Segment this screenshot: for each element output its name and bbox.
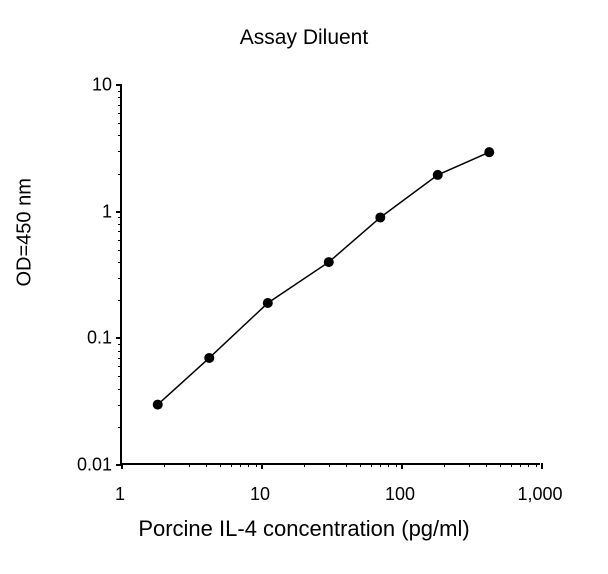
x-tick (121, 463, 123, 469)
data-marker (484, 147, 494, 157)
y-tick-minor (118, 217, 122, 218)
x-tick-minor (189, 463, 190, 467)
x-tick-minor (371, 463, 372, 467)
y-tick-minor (118, 278, 122, 279)
x-tick-minor (536, 463, 537, 467)
x-tick-minor (360, 463, 361, 467)
data-line (158, 152, 490, 404)
y-tick-minor (118, 240, 122, 241)
y-tick-minor (118, 174, 122, 175)
data-marker (263, 298, 273, 308)
y-tick-label: 0.1 (87, 328, 112, 349)
x-tick-minor (486, 463, 487, 467)
y-tick-minor (118, 151, 122, 152)
y-tick-label: 1 (102, 201, 112, 222)
x-tick-minor (511, 463, 512, 467)
y-tick-minor (118, 376, 122, 377)
y-tick-minor (118, 389, 122, 390)
x-tick-minor (304, 463, 305, 467)
y-tick-minor (118, 231, 122, 232)
x-tick-minor (444, 463, 445, 467)
y-tick (116, 337, 122, 339)
data-marker (153, 400, 163, 410)
x-tick-minor (380, 463, 381, 467)
x-tick (261, 463, 263, 469)
x-tick-label: 10 (250, 484, 270, 505)
data-layer (122, 85, 540, 463)
x-tick-label: 1 (115, 484, 125, 505)
x-tick-minor (240, 463, 241, 467)
x-tick-minor (220, 463, 221, 467)
data-marker (375, 212, 385, 222)
x-axis-label: Porcine IL-4 concentration (pg/ml) (0, 516, 608, 542)
x-tick-minor (329, 463, 330, 467)
x-tick-minor (388, 463, 389, 467)
chart-title: Assay Diluent (0, 26, 608, 50)
y-tick-minor (118, 91, 122, 92)
data-marker (433, 170, 443, 180)
x-tick-minor (346, 463, 347, 467)
y-tick-minor (118, 344, 122, 345)
y-tick-minor (118, 113, 122, 114)
x-tick-minor (396, 463, 397, 467)
y-tick-minor (118, 427, 122, 428)
x-tick-minor (469, 463, 470, 467)
y-tick-minor (118, 224, 122, 225)
x-tick-minor (248, 463, 249, 467)
x-tick (401, 463, 403, 469)
x-tick-minor (206, 463, 207, 467)
data-marker (324, 257, 334, 267)
y-tick-minor (118, 366, 122, 367)
y-tick-label: 10 (92, 75, 112, 96)
y-tick-minor (118, 250, 122, 251)
x-tick-minor (256, 463, 257, 467)
x-tick-minor (528, 463, 529, 467)
x-tick-label: 1,000 (517, 484, 562, 505)
x-tick (541, 463, 543, 469)
x-tick-minor (231, 463, 232, 467)
y-tick-minor (118, 300, 122, 301)
y-tick (116, 211, 122, 213)
y-tick-minor (118, 405, 122, 406)
y-tick-minor (118, 358, 122, 359)
x-tick-minor (164, 463, 165, 467)
chart-container: Assay Diluent OD=450 nm Porcine IL-4 con… (0, 0, 608, 574)
y-tick-minor (118, 262, 122, 263)
y-tick-minor (118, 123, 122, 124)
y-axis-label: OD=450 nm (14, 178, 37, 286)
data-marker (204, 353, 214, 363)
y-tick-minor (118, 97, 122, 98)
y-tick-minor (118, 105, 122, 106)
x-tick-minor (500, 463, 501, 467)
plot-area (120, 85, 540, 465)
x-tick-label: 100 (385, 484, 415, 505)
y-tick-minor (118, 351, 122, 352)
y-tick-minor (118, 135, 122, 136)
y-tick-label: 0.01 (77, 455, 112, 476)
x-tick-minor (520, 463, 521, 467)
y-tick (116, 84, 122, 86)
